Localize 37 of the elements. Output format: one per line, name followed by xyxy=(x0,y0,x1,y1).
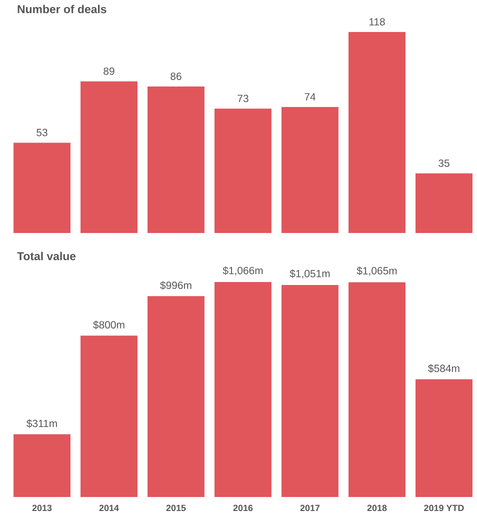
data-label: 35 xyxy=(438,159,450,167)
bar xyxy=(415,379,472,498)
x-tick-label: 2019 YTD xyxy=(424,504,464,512)
data-label: 74 xyxy=(304,93,316,100)
x-tick-label: 2018 xyxy=(367,504,386,512)
bar xyxy=(147,86,204,234)
data-label: $996m xyxy=(160,281,192,290)
data-label: $1,051m xyxy=(290,269,330,279)
data-label: $311m xyxy=(26,419,57,428)
data-label: 86 xyxy=(170,72,182,80)
bar xyxy=(348,32,406,234)
x-tick-label: 2015 xyxy=(166,504,186,512)
x-tick-label: 2014 xyxy=(99,504,119,512)
bar xyxy=(147,296,204,498)
x-tick-label: 2016 xyxy=(233,504,252,512)
bar xyxy=(415,173,472,234)
data-label: 89 xyxy=(103,67,114,75)
bar xyxy=(80,81,138,234)
data-label: $1,065m xyxy=(356,266,396,276)
bar xyxy=(281,106,338,234)
bar xyxy=(281,285,338,498)
bar xyxy=(80,336,138,498)
data-label: $584m xyxy=(428,364,460,373)
chart-title: Total value xyxy=(16,252,76,260)
chart-title: Number of deals xyxy=(18,4,106,14)
x-tick-label: 2013 xyxy=(32,504,52,512)
data-label: $1,066m xyxy=(222,266,262,276)
data-label: 53 xyxy=(36,128,48,136)
data-label: 118 xyxy=(369,18,385,26)
bar xyxy=(214,108,272,234)
x-tick-label: 2017 xyxy=(300,504,320,512)
data-label: 73 xyxy=(237,94,248,102)
data-label: $800m xyxy=(92,320,124,330)
bar xyxy=(13,142,70,234)
bar xyxy=(348,282,406,498)
bar xyxy=(13,434,70,498)
bar xyxy=(214,282,272,498)
